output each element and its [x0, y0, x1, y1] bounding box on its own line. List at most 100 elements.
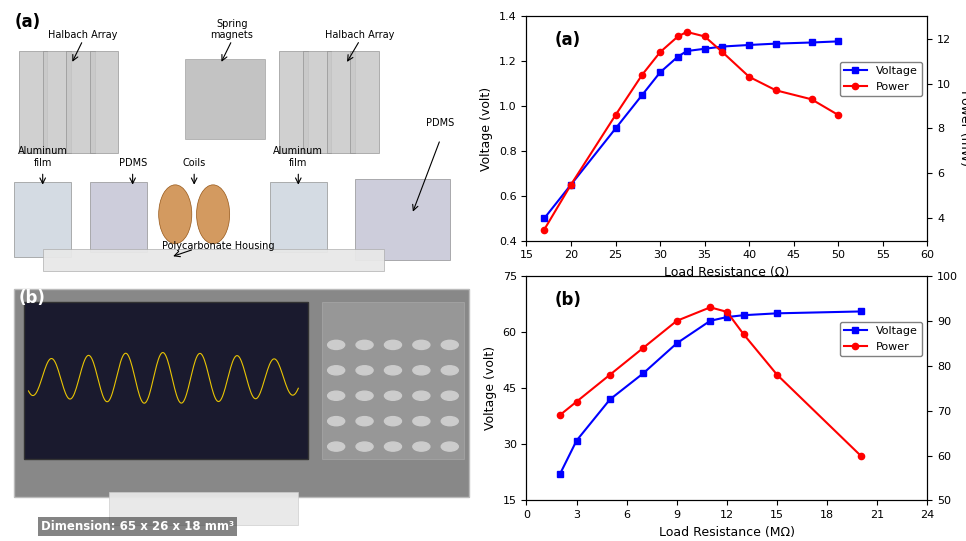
Bar	[14, 182, 71, 257]
Voltage	[806, 39, 817, 46]
Circle shape	[412, 366, 430, 375]
Power	[554, 412, 566, 418]
Voltage	[565, 181, 577, 188]
Power	[744, 74, 755, 80]
Text: Aluminum
film: Aluminum film	[273, 147, 324, 168]
Voltage	[654, 69, 666, 76]
Bar	[355, 180, 450, 260]
Circle shape	[441, 391, 458, 400]
Circle shape	[441, 442, 458, 451]
Power	[771, 372, 782, 378]
Power	[722, 308, 733, 315]
Bar	[90, 51, 119, 153]
Text: (b): (b)	[19, 289, 46, 307]
Voltage	[722, 314, 733, 320]
Y-axis label: Voltage (volt): Voltage (volt)	[480, 87, 494, 170]
Circle shape	[356, 391, 373, 400]
Circle shape	[384, 417, 402, 426]
Circle shape	[327, 391, 345, 400]
Bar	[90, 182, 147, 252]
Legend: Voltage, Power: Voltage, Power	[839, 321, 922, 356]
Voltage	[610, 125, 621, 131]
Bar	[279, 51, 308, 153]
Power	[672, 33, 684, 39]
Voltage	[637, 91, 648, 98]
Power	[698, 33, 710, 39]
Voltage	[671, 340, 683, 347]
Power	[654, 49, 666, 55]
Text: Coils: Coils	[183, 158, 206, 168]
Power	[770, 87, 781, 94]
Ellipse shape	[196, 185, 230, 244]
Text: Halbach Array: Halbach Array	[326, 30, 394, 40]
Voltage	[833, 38, 844, 44]
Circle shape	[356, 340, 373, 349]
Bar	[109, 492, 298, 525]
Circle shape	[327, 340, 345, 349]
Y-axis label: Voltage (volt): Voltage (volt)	[484, 346, 497, 430]
Bar	[43, 51, 71, 153]
Text: (a): (a)	[14, 14, 41, 31]
Circle shape	[356, 442, 373, 451]
Power	[704, 304, 716, 311]
Power	[681, 29, 693, 35]
Bar	[303, 51, 331, 153]
Circle shape	[412, 340, 430, 349]
Power	[855, 452, 867, 459]
Text: Aluminum
film: Aluminum film	[17, 147, 68, 168]
Circle shape	[356, 417, 373, 426]
X-axis label: Load Resistance (MΩ): Load Resistance (MΩ)	[659, 526, 795, 539]
Circle shape	[327, 442, 345, 451]
Bar	[19, 51, 47, 153]
Text: PDMS: PDMS	[119, 158, 147, 168]
Voltage	[538, 215, 550, 221]
Voltage	[855, 308, 867, 315]
Line: Power: Power	[556, 304, 864, 459]
Text: Halbach Array: Halbach Array	[48, 30, 118, 40]
Line: Voltage: Voltage	[541, 38, 841, 221]
Voltage	[638, 370, 649, 377]
Circle shape	[384, 391, 402, 400]
Bar	[322, 302, 464, 459]
Bar	[43, 249, 384, 270]
Power	[604, 372, 615, 378]
Power	[833, 112, 844, 118]
Text: (b): (b)	[554, 291, 582, 309]
Circle shape	[327, 417, 345, 426]
Voltage	[571, 437, 582, 444]
Circle shape	[327, 366, 345, 375]
Power	[717, 49, 728, 55]
Power	[637, 71, 648, 78]
Ellipse shape	[158, 185, 192, 244]
Bar	[185, 59, 266, 140]
Power	[565, 181, 577, 188]
Text: Spring
magnets: Spring magnets	[211, 18, 253, 40]
Power	[738, 331, 750, 338]
Bar	[327, 51, 355, 153]
Line: Voltage: Voltage	[556, 308, 864, 477]
Text: PDMS: PDMS	[426, 118, 454, 128]
Text: Polycarbonate Housing: Polycarbonate Housing	[161, 241, 274, 251]
Text: (a): (a)	[554, 31, 581, 49]
Voltage	[717, 43, 728, 50]
Circle shape	[384, 442, 402, 451]
Circle shape	[441, 417, 458, 426]
Voltage	[554, 471, 566, 478]
Y-axis label: Power (mW): Power (mW)	[957, 90, 966, 167]
Voltage	[672, 54, 684, 60]
Bar	[351, 51, 379, 153]
Voltage	[681, 48, 693, 54]
X-axis label: Load Resistance (Ω): Load Resistance (Ω)	[665, 266, 789, 279]
Y-axis label: Power(μW): Power(μW)	[964, 354, 966, 422]
Bar	[67, 51, 95, 153]
Voltage	[604, 396, 615, 403]
Power	[610, 112, 621, 118]
Voltage	[704, 318, 716, 324]
Legend: Voltage, Power: Voltage, Power	[839, 62, 922, 96]
Circle shape	[384, 340, 402, 349]
Line: Power: Power	[541, 29, 841, 233]
Circle shape	[412, 391, 430, 400]
Voltage	[771, 310, 782, 316]
Bar	[14, 289, 469, 498]
Text: Dimension: 65 x 26 x 18 mm³: Dimension: 65 x 26 x 18 mm³	[41, 520, 234, 533]
